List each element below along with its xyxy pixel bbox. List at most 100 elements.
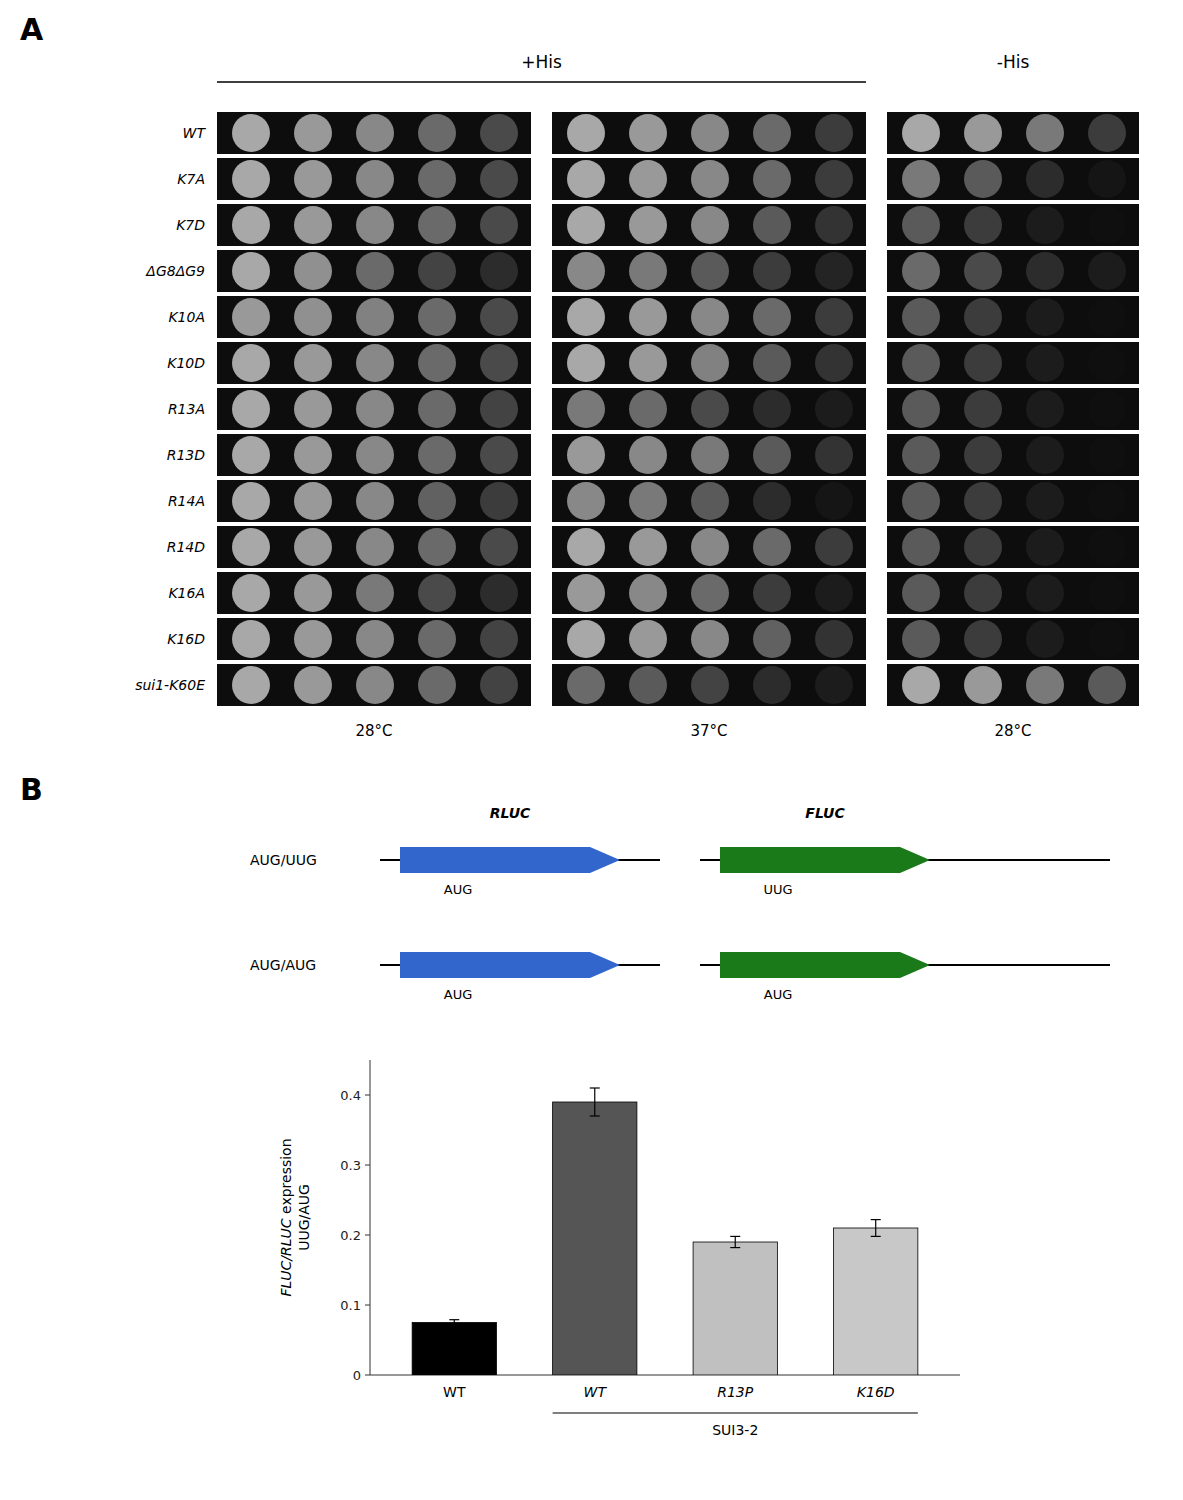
growth-spot <box>902 160 940 198</box>
growth-spot <box>232 574 270 612</box>
error-bar-cap <box>730 1236 740 1237</box>
growth-spot <box>480 482 518 520</box>
growth-spot <box>815 160 853 198</box>
error-bar <box>730 1236 740 1247</box>
row-label: R14D <box>167 539 206 555</box>
growth-spot <box>815 114 853 152</box>
x-tick-label: WT <box>443 1384 466 1400</box>
y-axis-label-italic: FLUC/RLUC <box>278 1218 294 1296</box>
growth-spot <box>629 114 667 152</box>
growth-spot <box>356 344 394 382</box>
growth-spot <box>691 114 729 152</box>
error-bar <box>449 1320 459 1326</box>
row-label: R13D <box>167 447 206 463</box>
error-bar <box>871 1220 881 1237</box>
plate-strip <box>887 618 1139 660</box>
growth-spot <box>480 206 518 244</box>
plate-strip <box>552 480 866 522</box>
x-tick-label: WT <box>584 1384 608 1400</box>
growth-spot <box>480 252 518 290</box>
growth-spot <box>902 528 940 566</box>
growth-spot <box>480 160 518 198</box>
growth-spot <box>567 298 605 336</box>
growth-spot <box>902 114 940 152</box>
growth-spot <box>691 160 729 198</box>
growth-spot <box>1026 206 1064 244</box>
y-tick-label: 0.3 <box>340 1158 361 1173</box>
error-bar-cap <box>871 1236 881 1237</box>
growth-spot <box>964 114 1002 152</box>
growth-spot <box>691 344 729 382</box>
growth-spot <box>815 528 853 566</box>
error-bar-cap <box>871 1219 881 1220</box>
error-bar-cap <box>590 1087 600 1088</box>
growth-spot <box>418 298 456 336</box>
plate-strip <box>217 112 531 154</box>
gene-arrow <box>400 847 620 873</box>
growth-spot <box>356 390 394 428</box>
plate-strip <box>552 112 866 154</box>
growth-spot <box>753 160 791 198</box>
growth-spot <box>356 252 394 290</box>
growth-spot <box>964 160 1002 198</box>
growth-spot <box>567 114 605 152</box>
growth-spot <box>232 344 270 382</box>
growth-spot <box>902 620 940 658</box>
plate-strip <box>552 572 866 614</box>
growth-spot <box>629 666 667 704</box>
plate-strip <box>887 480 1139 522</box>
error-bar-stem <box>454 1320 455 1326</box>
plate-strip <box>217 480 531 522</box>
growth-spot <box>691 528 729 566</box>
growth-spot <box>232 528 270 566</box>
y-axis-label-line: UUG/AUG <box>296 1184 312 1251</box>
growth-spot <box>964 298 1002 336</box>
plate-strip <box>887 112 1139 154</box>
growth-spot <box>815 206 853 244</box>
growth-spot <box>567 344 605 382</box>
growth-spot <box>294 252 332 290</box>
gene-arrow <box>400 952 620 978</box>
growth-spot <box>902 252 940 290</box>
growth-spot <box>629 436 667 474</box>
growth-spot <box>1088 528 1126 566</box>
growth-spot <box>356 436 394 474</box>
growth-spot <box>294 344 332 382</box>
codon-label: AUG <box>444 987 472 1002</box>
growth-spot <box>629 574 667 612</box>
plate-strip <box>552 158 866 200</box>
growth-spot <box>480 620 518 658</box>
growth-spot <box>753 620 791 658</box>
growth-spot <box>815 574 853 612</box>
growth-spot <box>1026 574 1064 612</box>
gene-arrow <box>720 952 930 978</box>
growth-spot <box>418 620 456 658</box>
codon-label: AUG <box>444 882 472 897</box>
growth-spot <box>418 206 456 244</box>
growth-spot <box>232 482 270 520</box>
growth-spot <box>753 390 791 428</box>
y-axis-label-line: FLUC/RLUC expression <box>278 1138 294 1296</box>
row-label: K7A <box>177 171 205 187</box>
error-bar-stem <box>594 1088 595 1116</box>
growth-spot <box>753 298 791 336</box>
growth-spot <box>418 344 456 382</box>
error-bar-stem <box>735 1236 736 1247</box>
growth-spot <box>356 620 394 658</box>
growth-spot <box>1088 574 1126 612</box>
growth-spot <box>294 114 332 152</box>
growth-spot <box>356 482 394 520</box>
plate-strip <box>552 250 866 292</box>
growth-spot <box>691 298 729 336</box>
growth-spot <box>567 574 605 612</box>
plate-strip <box>887 664 1139 706</box>
growth-spot <box>964 390 1002 428</box>
growth-spot <box>629 160 667 198</box>
x-tick-label: K16D <box>857 1384 895 1400</box>
y-tick <box>365 1095 370 1096</box>
growth-spot <box>1088 206 1126 244</box>
growth-spot <box>753 206 791 244</box>
panel-b-diagram: BRLUCFLUCAUG/UUGAUGUUGAUG/AUGAUGAUG <box>20 772 1110 1002</box>
growth-spot <box>815 390 853 428</box>
growth-spot <box>629 298 667 336</box>
